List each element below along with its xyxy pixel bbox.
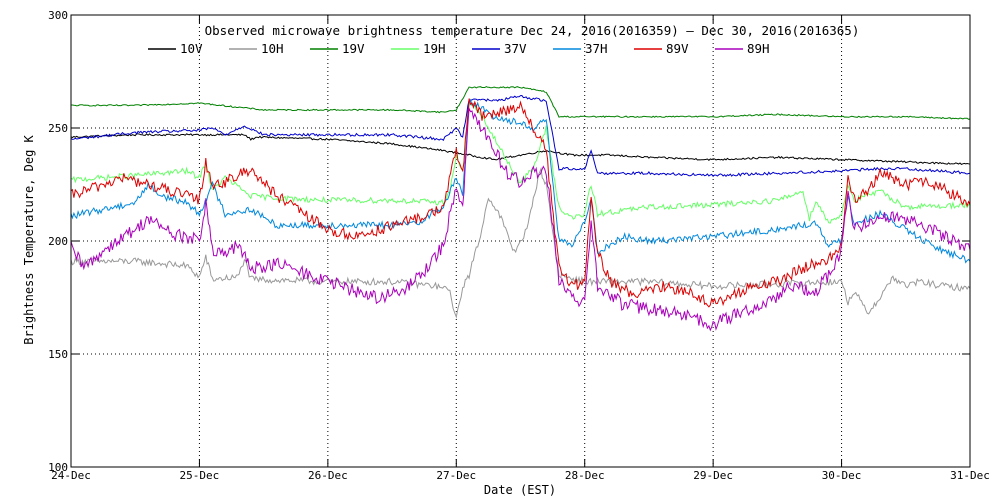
x-tick-label: 28-Dec [565, 469, 605, 482]
legend-label-19V: 19V [342, 41, 365, 56]
series-line-37H [70, 98, 971, 264]
y-tick-label: 300 [48, 9, 68, 22]
legend-label-89H: 89H [747, 41, 770, 56]
y-tick-label: 100 [48, 461, 68, 474]
y-tick-label: 150 [48, 348, 68, 361]
series-line-89V [70, 98, 971, 308]
x-tick-label: 24-Dec [51, 469, 91, 482]
x-tick-label: 26-Dec [308, 469, 348, 482]
series-line-37V [70, 94, 971, 178]
legend: 10V 10H 19V 19H 37V 37H 89V 89H [148, 41, 770, 56]
legend-label-10V: 10V [180, 41, 203, 56]
series-line-10V [70, 133, 971, 165]
series-line-89H [70, 106, 971, 332]
y-tick-label: 250 [48, 122, 68, 135]
x-tick-label: 30-Dec [822, 469, 862, 482]
y-tick-label: 200 [48, 235, 68, 248]
grid-lines [71, 15, 970, 467]
x-tick-label: 27-Dec [436, 469, 476, 482]
x-tick-label: 25-Dec [180, 469, 220, 482]
legend-label-89V: 89V [666, 41, 689, 56]
series-lines [70, 86, 971, 332]
x-tick-label: 31-Dec [950, 469, 990, 482]
axis-ticks: 24-Dec 25-Dec 26-Dec 27-Dec 28-Dec 29-Dec 30-D… [48, 9, 990, 482]
x-tick-label: 29-Dec [693, 469, 733, 482]
y-axis-title: Brightness Temperature, Deg K [22, 134, 36, 344]
legend-label-10H: 10H [261, 41, 284, 56]
legend-label-19H: 19H [423, 41, 446, 56]
legend-label-37H: 37H [585, 41, 608, 56]
legend-label-37V: 37V [504, 41, 527, 56]
chart-title: Observed microwave brightness temperatur… [205, 23, 860, 38]
series-line-19V [71, 86, 971, 120]
series-line-10H [70, 166, 971, 319]
x-axis-title: Date (EST) [484, 483, 556, 497]
